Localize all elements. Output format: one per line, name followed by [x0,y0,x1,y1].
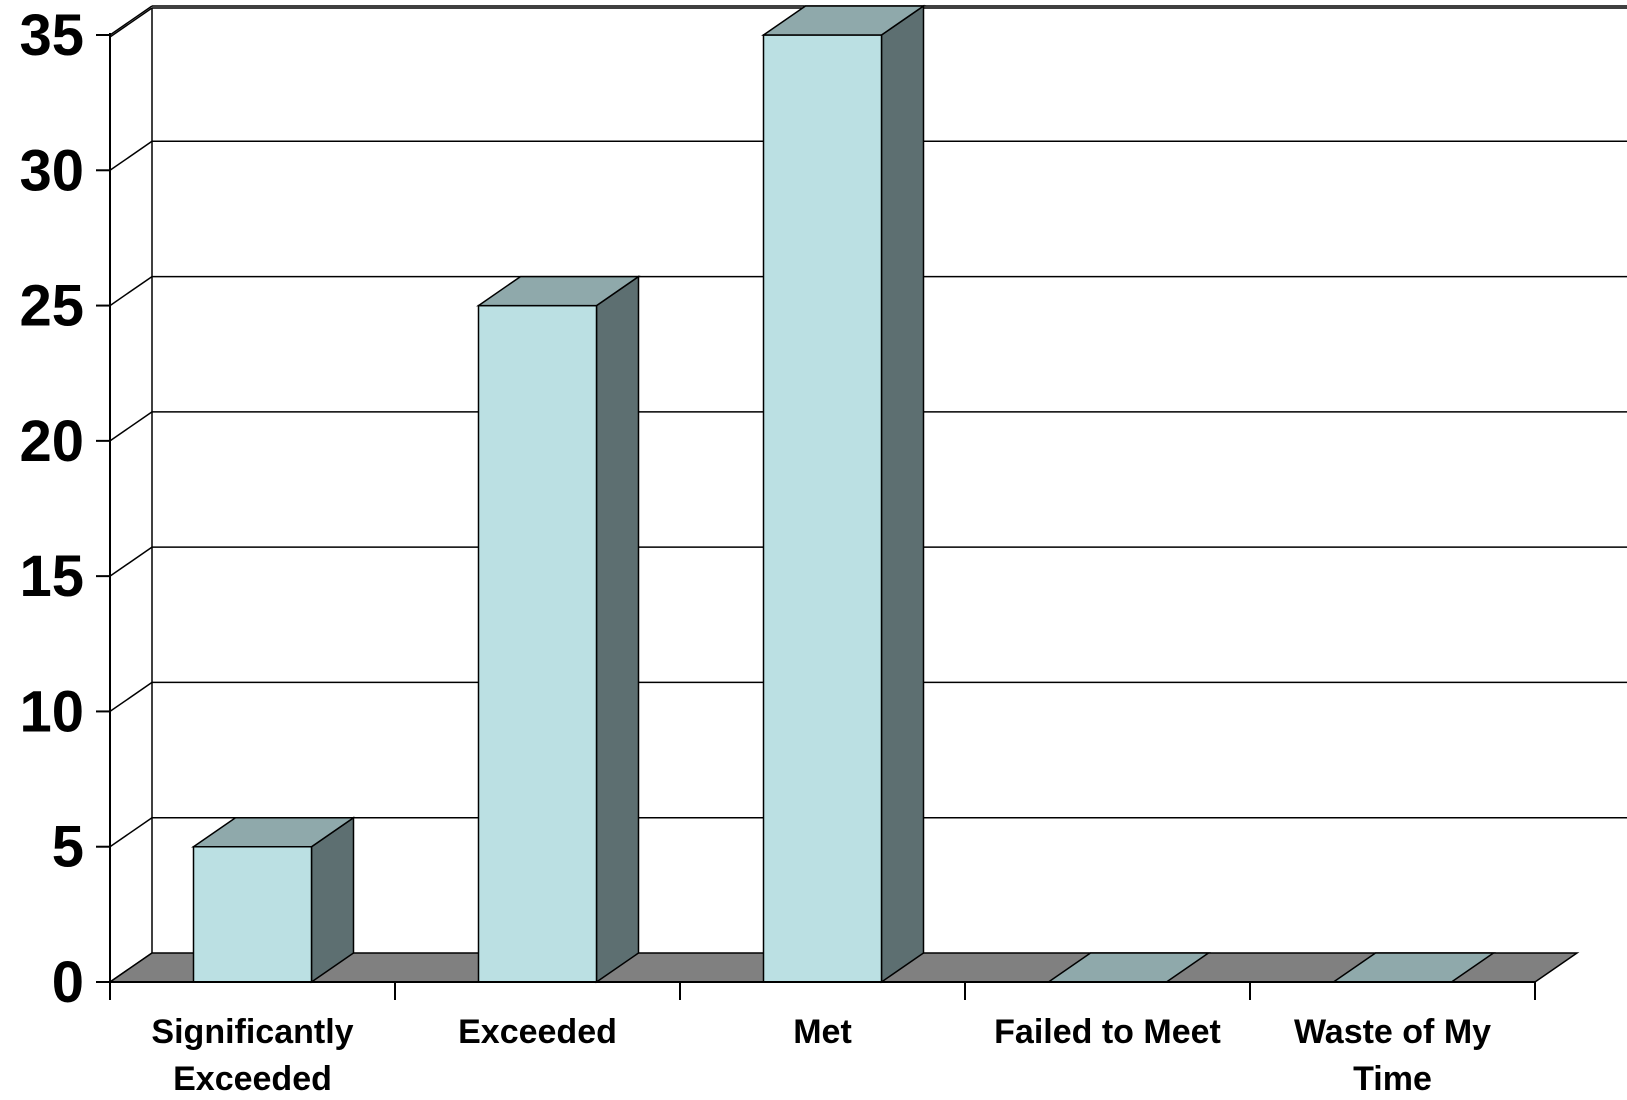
x-tick-label: Significantly Exceeded [151,1013,353,1098]
bar [761,4,926,984]
y-tick-label: 15 [19,544,84,609]
side-wall-top [109,7,153,38]
y-tick-label: 30 [19,138,84,203]
y-tick-label: 0 [52,950,84,1015]
bar-front [192,845,313,983]
gridline-side [109,681,153,713]
y-tick-label: 5 [52,815,84,880]
gridline-side [109,546,153,577]
bar-front [762,34,883,983]
x-tick-label: Failed to Meet [994,1013,1221,1051]
y-tick-label: 20 [19,409,84,474]
axes [96,7,1536,1000]
bar [191,816,356,984]
gridline-side [109,140,153,171]
y-tick-label: 10 [19,679,84,744]
gridline-side [109,5,153,36]
bar-front [477,304,598,983]
y-tick-label: 25 [19,274,84,339]
x-tick-label: Exceeded [458,1013,617,1051]
bars [191,4,1496,984]
gridline-side [109,275,153,307]
bar-top [761,5,926,36]
bar-side [880,4,925,984]
bar-top [476,275,641,307]
x-tick-label: Met [793,1013,852,1051]
gridline-side [109,411,153,442]
x-tick-label: Waste of My Time [1294,1013,1491,1098]
x-tick-labels: Significantly Exceeded Exceeded Met Failed t… [151,1013,1491,1098]
bar-side [595,275,640,984]
bar-top [191,816,356,848]
bar [476,275,641,984]
gridline-side [109,817,153,848]
y-tick-labels: 0 5 10 15 20 25 30 35 [19,3,84,1015]
y-tick-label: 35 [19,3,84,68]
